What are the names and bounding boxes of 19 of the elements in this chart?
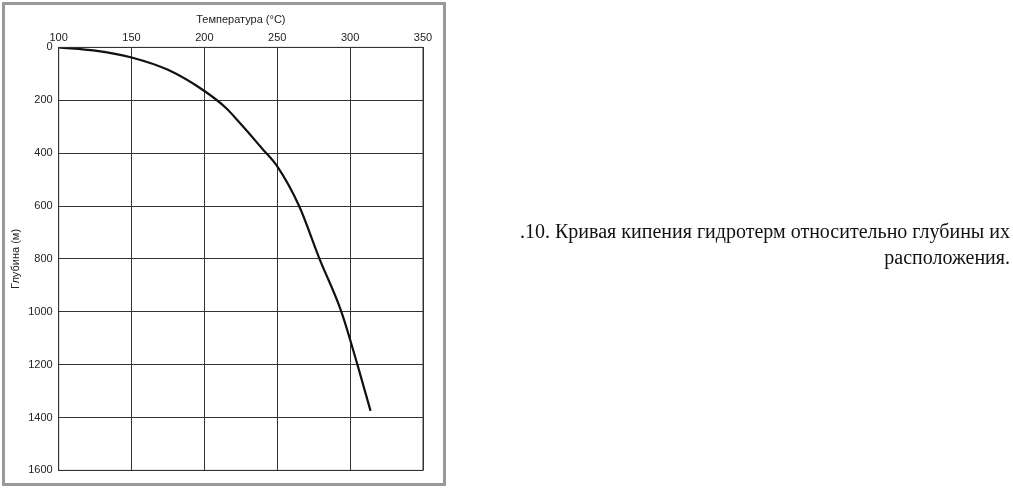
y-tick-label: 0: [46, 40, 53, 53]
x-tick-label: 300: [340, 30, 360, 43]
y-tick-label: 600: [34, 199, 53, 212]
y-tick-label: 1400: [28, 410, 53, 423]
y-tick-label: 1600: [28, 463, 53, 476]
y-tick-label: 200: [34, 93, 53, 106]
x-tick-label: 200: [195, 30, 214, 43]
x-tick-label: 350: [413, 30, 433, 43]
x-tick-label: 250: [268, 30, 287, 43]
x-axis-title: Температура (°C): [196, 12, 286, 25]
y-tick-label: 800: [34, 251, 53, 264]
y-axis-title: Глубина (м): [8, 228, 21, 289]
line-series: [58, 47, 372, 413]
y-tick-label: 1200: [28, 357, 53, 370]
text: .10. Кривая кипения гидротерм относительно глубины их расположения.: [519, 219, 1010, 270]
x-tick-label: 150: [122, 30, 141, 43]
y-tick-label: 400: [34, 146, 53, 159]
x-tick-label: 100: [49, 30, 68, 43]
y-tick-label: 1000: [28, 304, 53, 317]
